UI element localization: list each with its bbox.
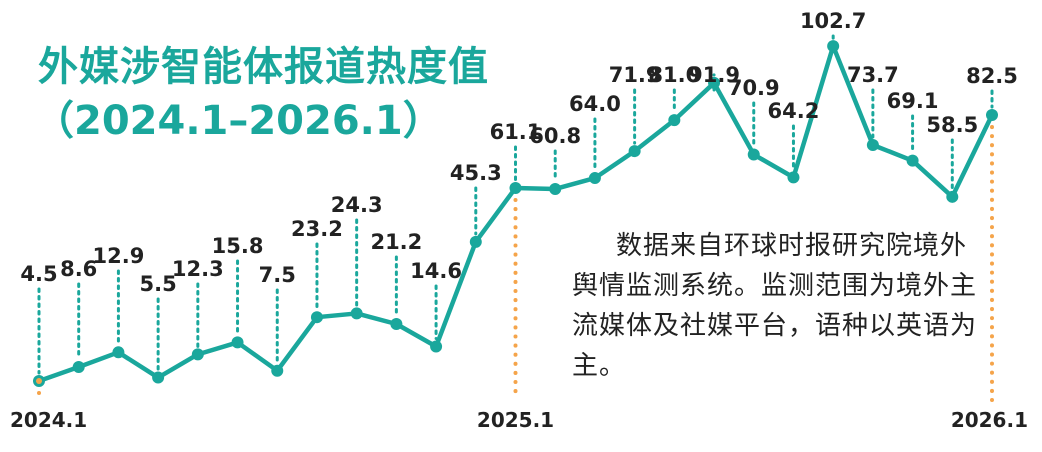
data-label: 14.6 xyxy=(410,259,462,283)
data-point xyxy=(906,154,919,167)
data-point xyxy=(350,307,363,320)
data-label: 24.3 xyxy=(331,193,383,217)
data-label: 8.6 xyxy=(60,257,97,281)
data-label: 4.5 xyxy=(20,262,57,286)
data-point xyxy=(390,318,403,331)
data-label: 70.9 xyxy=(728,76,780,100)
data-point xyxy=(430,340,443,353)
data-point xyxy=(72,360,85,373)
data-point xyxy=(588,172,601,185)
data-label: 82.5 xyxy=(966,64,1018,88)
data-point xyxy=(271,364,284,377)
data-label: 5.5 xyxy=(140,272,177,296)
data-label: 71.9 xyxy=(609,63,661,87)
data-label: 64.0 xyxy=(569,92,621,116)
data-point xyxy=(549,182,562,195)
data-point xyxy=(986,108,998,121)
chart-subtitle: （2024.1–2026.1） xyxy=(34,98,443,144)
data-point xyxy=(827,40,840,53)
data-point xyxy=(191,348,204,361)
data-point xyxy=(310,311,323,324)
chart-title: 外媒涉智能体报道热度值 xyxy=(38,44,489,90)
data-label: 12.9 xyxy=(93,244,145,268)
data-label: 7.5 xyxy=(259,263,296,287)
data-point xyxy=(708,76,721,89)
data-label: 61.1 xyxy=(490,120,542,144)
data-label: 81.0 xyxy=(648,63,700,87)
data-label: 21.2 xyxy=(370,230,422,254)
data-label: 64.2 xyxy=(768,99,820,123)
data-label: 102.7 xyxy=(800,9,866,33)
data-label: 45.3 xyxy=(450,161,502,185)
data-point xyxy=(152,371,165,384)
data-point xyxy=(112,346,125,359)
data-label: 73.7 xyxy=(847,63,899,87)
source-note: 数据来自环球时报研究院境外舆情监测系统。监测范围为境外主流媒体及社媒平台，语种以… xyxy=(572,231,978,381)
data-point xyxy=(509,181,522,194)
data-point xyxy=(787,171,800,184)
x-tick-label: 2025.1 xyxy=(477,408,554,432)
data-point xyxy=(469,235,482,248)
data-label: 23.2 xyxy=(291,217,343,241)
data-point xyxy=(231,336,244,349)
data-label: 58.5 xyxy=(926,113,978,137)
start-point-marker xyxy=(36,377,42,384)
data-label: 60.8 xyxy=(529,124,581,148)
data-label: 69.1 xyxy=(887,89,939,113)
data-point xyxy=(866,138,879,151)
data-label: 91.9 xyxy=(688,63,740,87)
data-point xyxy=(628,145,641,158)
data-label: 12.3 xyxy=(172,257,224,281)
data-label: 15.8 xyxy=(212,234,264,258)
x-tick-label: 2024.1 xyxy=(10,408,87,432)
data-point xyxy=(946,190,959,203)
data-point xyxy=(668,114,681,127)
data-point xyxy=(747,148,760,161)
x-tick-label: 2026.1 xyxy=(951,408,1028,432)
